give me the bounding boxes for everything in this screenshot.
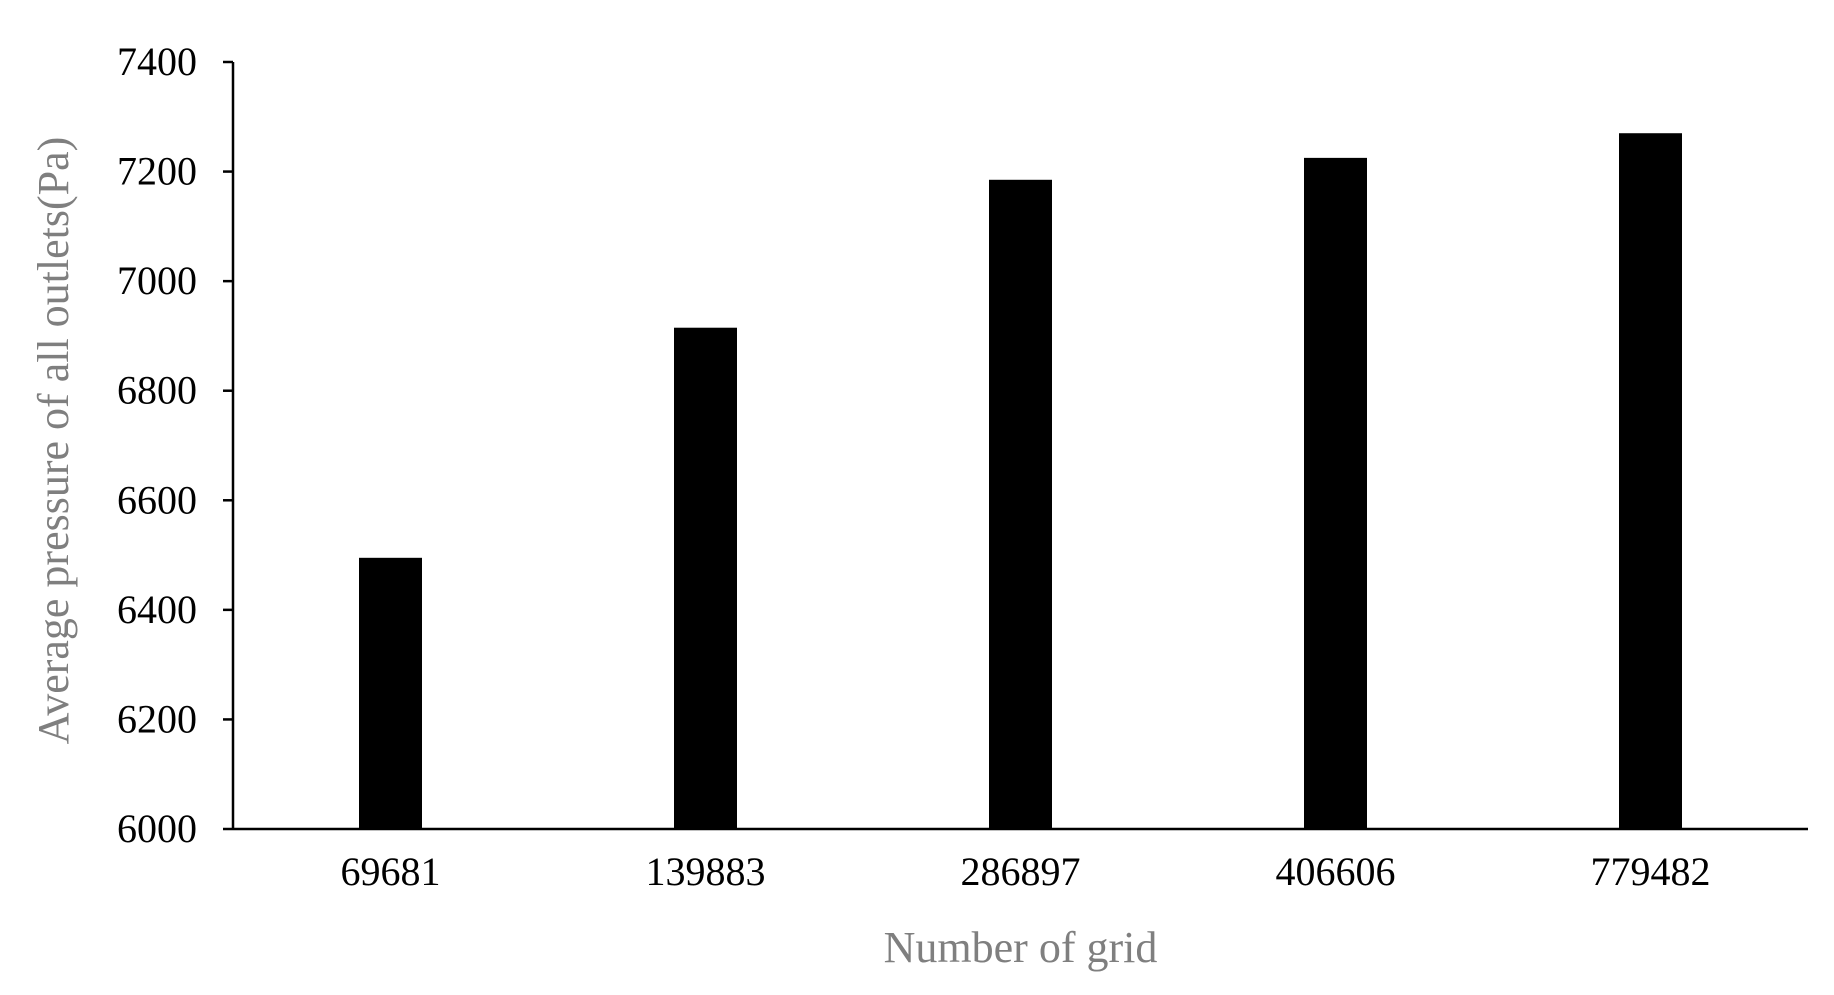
bar-406606	[1304, 157, 1367, 829]
x-axis-title: Number of grid	[884, 923, 1158, 972]
y-tick-label: 7200	[117, 149, 197, 194]
x-tick-label: 406606	[1276, 849, 1396, 894]
y-axis-title: Average pressure of all outlets(Pa)	[29, 137, 78, 745]
x-tick-label: 139883	[646, 849, 766, 894]
x-tick-label: 69681	[341, 849, 441, 894]
bar-286897	[989, 179, 1052, 829]
x-tick-label: 779482	[1591, 849, 1711, 894]
y-tick-label: 7000	[117, 258, 197, 303]
y-tick-label: 6600	[117, 477, 197, 522]
bars	[359, 133, 1682, 829]
y-tick-label: 6200	[117, 696, 197, 741]
bar-779482	[1619, 133, 1682, 829]
x-tick-label: 286897	[961, 849, 1081, 894]
y-tick-label: 6400	[117, 587, 197, 632]
x-axis-ticks: 69681 139883 286897 406606 779482	[341, 849, 1711, 894]
bar-69681	[359, 557, 422, 829]
y-tick-label: 7400	[117, 39, 197, 84]
y-tick-label: 6000	[117, 806, 197, 851]
y-tick-label: 6800	[117, 368, 197, 413]
y-axis-ticks: 6000 6200 6400 6600 6800 7000 7200 7400	[117, 39, 233, 851]
bar-139883	[674, 327, 737, 829]
